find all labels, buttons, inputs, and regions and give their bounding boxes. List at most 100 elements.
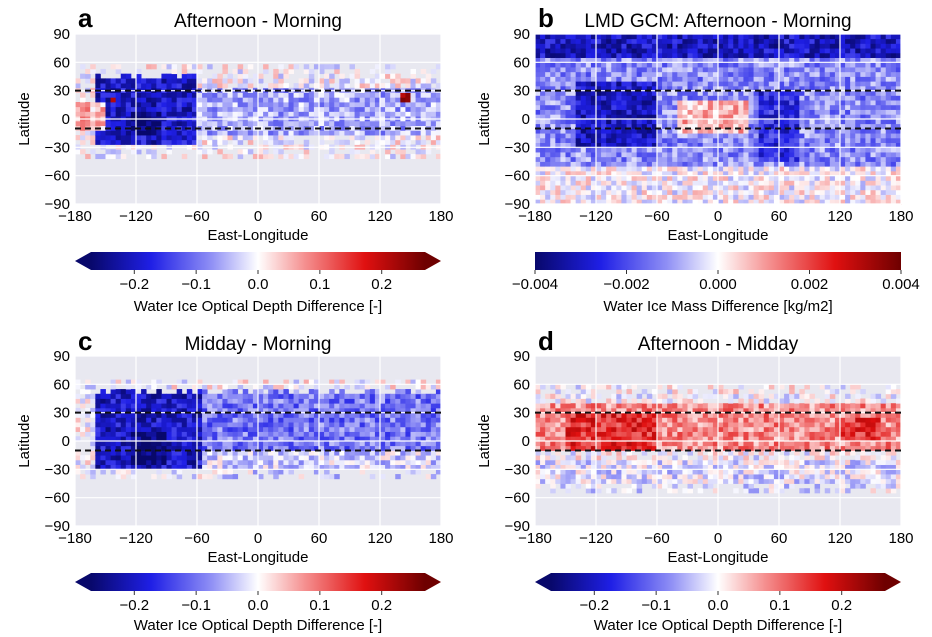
heatmap-cell (339, 455, 345, 461)
heatmap-cell (753, 161, 760, 167)
heatmap-cell (85, 135, 91, 141)
heatmap-cell (349, 441, 355, 447)
heatmap-cell (855, 128, 861, 134)
heatmap-cell (585, 128, 592, 134)
heatmap-cell (324, 398, 330, 404)
heatmap-cell (682, 38, 688, 44)
heatmap-cell (227, 106, 233, 112)
heatmap-cell (824, 137, 831, 144)
heatmap-cell (819, 43, 826, 49)
heatmap-cell (400, 97, 406, 103)
heatmap-cell (718, 43, 724, 49)
heatmap-cell (662, 104, 668, 110)
heatmap-cell (723, 166, 729, 172)
heatmap-cell (80, 403, 86, 409)
heatmap-cell (738, 90, 744, 96)
heatmap-cell (75, 459, 81, 466)
heatmap-cell (651, 180, 658, 186)
heatmap-cell (125, 102, 132, 108)
heatmap-cell (110, 431, 117, 437)
heatmap-cell (369, 83, 376, 89)
heatmap-cell (550, 185, 556, 191)
colorbar-extend-high (425, 252, 441, 270)
heatmap-cell (130, 106, 137, 112)
heatmap-cell (895, 119, 902, 125)
heatmap-cell (677, 194, 683, 200)
heatmap-cell (687, 81, 693, 87)
colorbar-tick-label: −0.2 (119, 276, 149, 293)
heatmap-cell (217, 398, 223, 404)
heatmap-cell (95, 441, 101, 447)
heatmap-cell (550, 85, 556, 92)
heatmap-cell (329, 455, 335, 461)
heatmap-cell (707, 133, 714, 139)
heatmap-cell (799, 81, 805, 87)
heatmap-cell (232, 68, 239, 75)
heatmap-cell (130, 417, 137, 423)
heatmap-cell (120, 130, 127, 136)
heatmap-cell (651, 156, 658, 162)
heatmap-cell (860, 180, 866, 186)
heatmap-cell (601, 194, 607, 200)
heatmap-cell (687, 175, 693, 181)
heatmap-cell (829, 100, 836, 106)
heatmap-cell (344, 436, 350, 442)
heatmap-cell (232, 139, 239, 145)
heatmap-cell (824, 133, 831, 139)
heatmap-cell (697, 114, 704, 120)
heatmap-cell (222, 403, 228, 409)
heatmap-cell (130, 445, 137, 451)
heatmap-cell (374, 379, 381, 385)
heatmap-cell (667, 189, 673, 195)
heatmap-cell (545, 175, 551, 181)
heatmap-cell (631, 57, 638, 63)
heatmap-cell (779, 119, 785, 125)
heatmap-cell (784, 52, 790, 59)
heatmap-cell (758, 156, 765, 162)
heatmap-cell (303, 459, 310, 466)
heatmap-cell (258, 464, 264, 470)
heatmap-cell (824, 189, 831, 195)
heatmap-cell (197, 431, 203, 437)
heatmap-cell (718, 152, 724, 158)
heatmap-cell (641, 180, 648, 186)
heatmap-cell (242, 431, 249, 437)
heatmap-cell (278, 97, 284, 103)
heatmap-cell (232, 398, 239, 404)
heatmap-cell (120, 78, 127, 84)
heatmap-cell (626, 71, 632, 77)
heatmap-cell (880, 170, 887, 177)
heatmap-cell (100, 139, 106, 145)
heatmap-cell (631, 114, 638, 120)
heatmap-cell (723, 128, 729, 134)
heatmap-cell (779, 81, 785, 87)
heatmap-cell (151, 450, 157, 456)
heatmap-cell (712, 166, 719, 172)
colorbar-tick-label: 0.2 (371, 276, 392, 293)
heatmap-cell (809, 109, 815, 115)
heatmap-cell (359, 417, 366, 423)
heatmap-cell (374, 441, 381, 447)
heatmap-cell (646, 185, 653, 191)
heatmap-cell (354, 120, 361, 127)
heatmap-cell (395, 417, 401, 423)
heatmap-cell (385, 384, 391, 390)
heatmap-cell (247, 130, 254, 136)
heatmap-cell (890, 104, 897, 110)
heatmap-cell (794, 156, 800, 162)
heatmap-cell (217, 469, 223, 475)
heatmap-cell (712, 71, 719, 77)
heatmap-cell (626, 199, 632, 205)
heatmap-cell (146, 106, 152, 112)
heatmap-cell (550, 128, 556, 134)
heatmap-cell (166, 111, 172, 117)
heatmap-cell (115, 139, 122, 145)
heatmap-cell (415, 120, 422, 127)
heatmap-cell (794, 119, 800, 125)
heatmap-cell (636, 199, 643, 205)
heatmap-cell (616, 156, 622, 162)
heatmap-cell (390, 455, 396, 461)
heatmap-cell (794, 90, 800, 96)
heatmap-cell (555, 52, 561, 59)
heatmap-cell (197, 445, 203, 451)
